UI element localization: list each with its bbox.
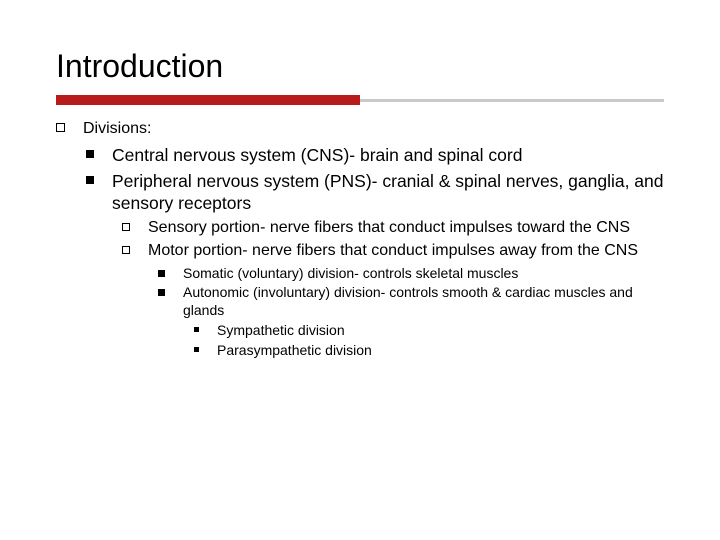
list-item: Central nervous system (CNS)- brain and … <box>86 144 664 166</box>
list-item: Peripheral nervous system (PNS)- cranial… <box>86 170 664 215</box>
solid-square-icon <box>158 270 165 277</box>
list-text: Motor portion- nerve fibers that conduct… <box>148 241 664 261</box>
open-square-icon <box>56 123 65 132</box>
list-text: Autonomic (involuntary) division- contro… <box>183 284 664 320</box>
solid-square-icon <box>158 289 165 296</box>
list-item: Sensory portion- nerve fibers that condu… <box>122 218 664 238</box>
list-item: Divisions: <box>56 119 664 139</box>
title-underline <box>56 95 664 105</box>
slide-body: Divisions: Central nervous system (CNS)-… <box>56 119 664 360</box>
solid-square-icon <box>194 327 199 332</box>
solid-square-icon <box>86 176 94 184</box>
solid-square-icon <box>194 347 199 352</box>
list-item: Autonomic (involuntary) division- contro… <box>158 284 664 320</box>
solid-square-icon <box>86 150 94 158</box>
rule-red <box>56 95 360 105</box>
list-text: Parasympathetic division <box>217 342 664 360</box>
list-text: Peripheral nervous system (PNS)- cranial… <box>112 170 664 215</box>
slide-title: Introduction <box>56 48 664 85</box>
list-text: Sensory portion- nerve fibers that condu… <box>148 218 664 238</box>
list-item: Sympathetic division <box>194 322 664 340</box>
list-text: Somatic (voluntary) division- controls s… <box>183 265 664 283</box>
open-square-icon <box>122 246 130 254</box>
list-text: Sympathetic division <box>217 322 664 340</box>
open-square-icon <box>122 223 130 231</box>
list-item: Somatic (voluntary) division- controls s… <box>158 265 664 283</box>
list-text: Divisions: <box>83 119 664 139</box>
list-item: Motor portion- nerve fibers that conduct… <box>122 241 664 261</box>
list-item: Parasympathetic division <box>194 342 664 360</box>
list-text: Central nervous system (CNS)- brain and … <box>112 144 664 166</box>
